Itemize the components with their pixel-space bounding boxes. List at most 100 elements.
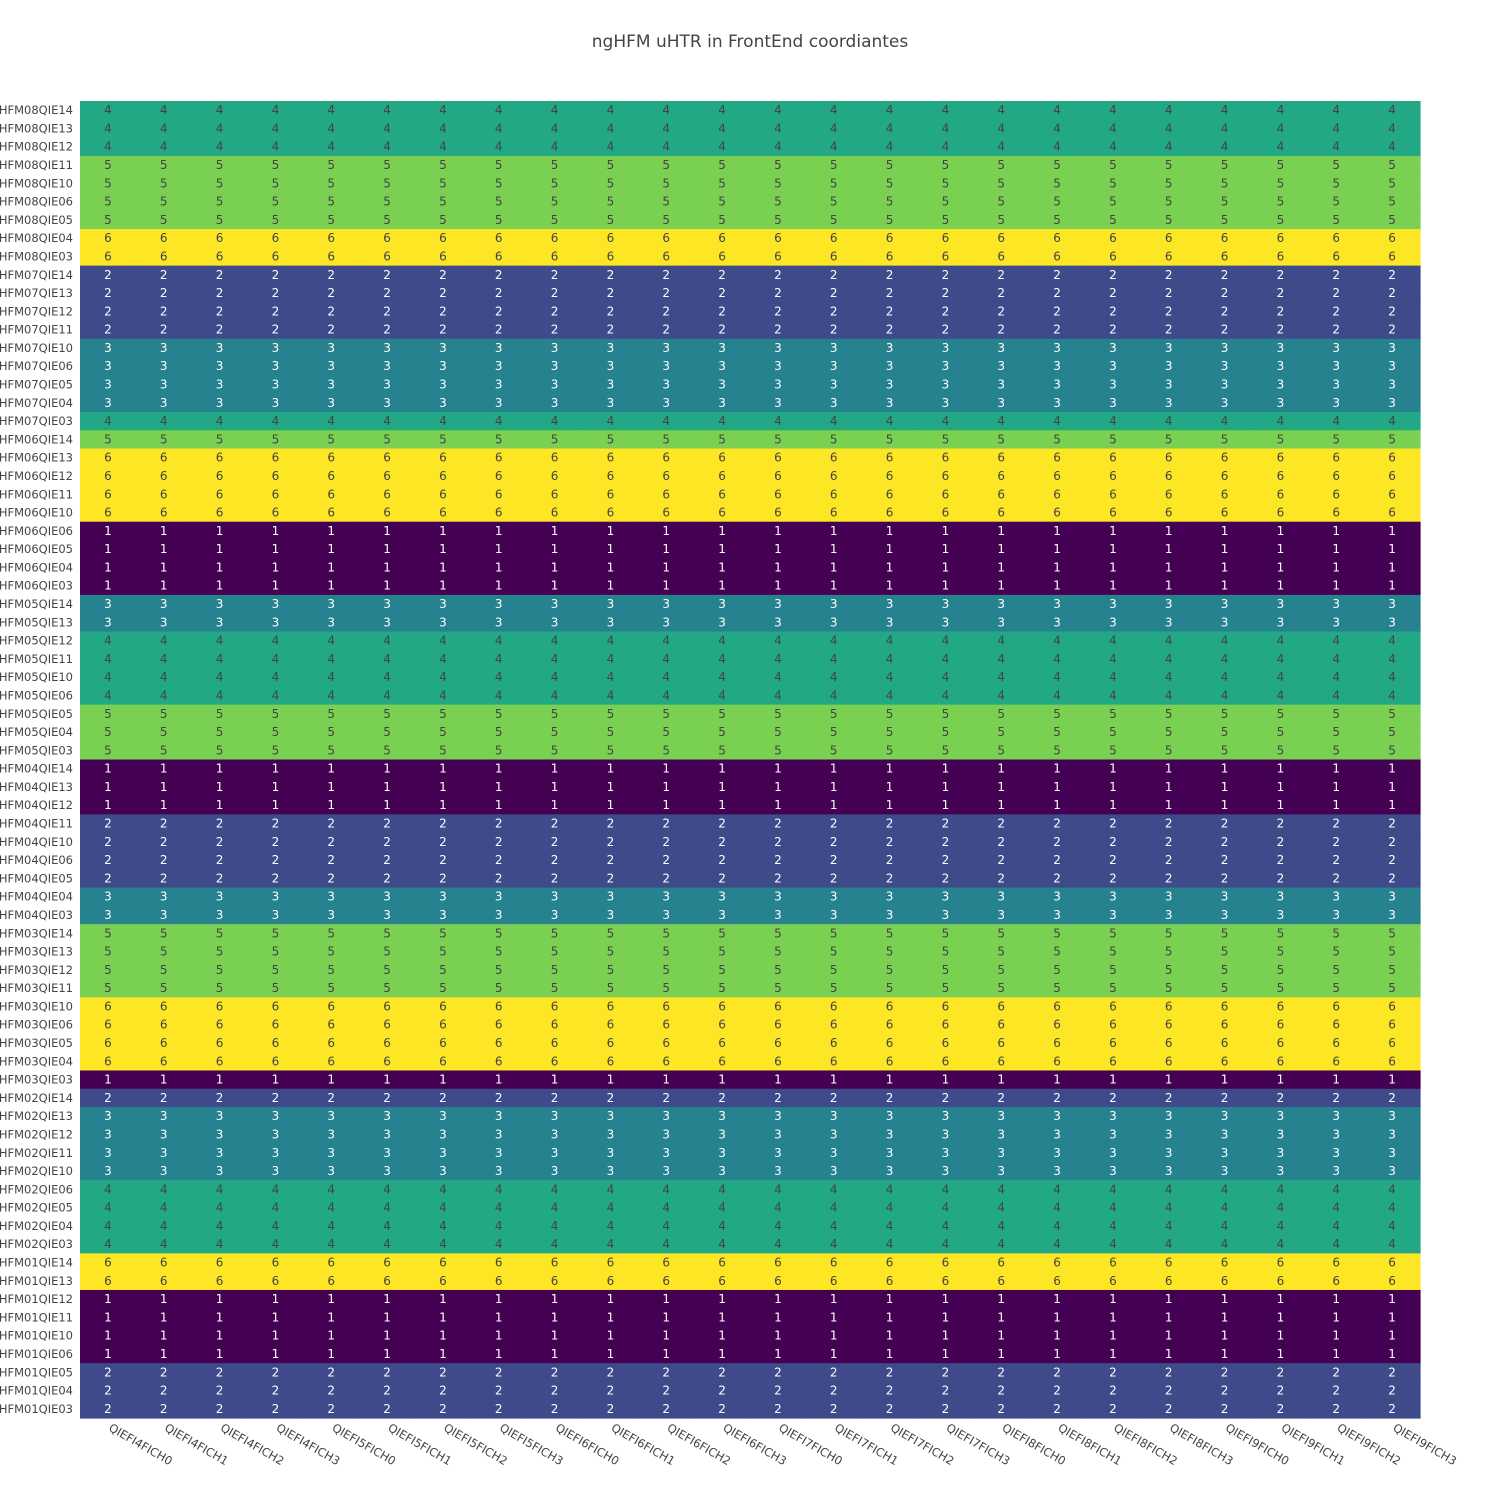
cell-value-label: 2: [1165, 268, 1173, 282]
heatmap-cell: [750, 1216, 807, 1236]
cell-value-label: 4: [662, 688, 670, 702]
cell-value-label: 1: [662, 1073, 670, 1087]
cell-value-label: 5: [1221, 707, 1229, 721]
heatmap-cell: [1085, 1289, 1142, 1309]
heatmap-cell: [1140, 521, 1198, 541]
cell-value-label: 5: [383, 945, 391, 959]
cell-value-label: 5: [830, 743, 838, 757]
cell-value-label: 2: [1053, 817, 1061, 831]
heatmap-cell: [582, 1033, 639, 1053]
heatmap-cell: [1308, 1271, 1365, 1291]
heatmap-cell: [247, 229, 304, 248]
heatmap-cell: [191, 741, 249, 761]
heatmap-cell: [805, 960, 863, 980]
cell-value-label: 5: [104, 195, 112, 209]
heatmap-cell: [694, 1198, 751, 1218]
heatmap-cell: [582, 247, 639, 267]
heatmap-cell: [582, 320, 639, 340]
cell-value-label: 3: [1109, 908, 1117, 922]
cell-value-label: 1: [1109, 524, 1117, 538]
heatmap-cell: [415, 320, 472, 340]
y-tick-label: HFM06QIE13: [0, 451, 73, 465]
cell-value-label: 4: [1221, 670, 1229, 684]
heatmap-cell: [303, 704, 360, 724]
cell-value-label: 2: [551, 323, 559, 337]
cell-value-label: 4: [830, 1237, 838, 1251]
heatmap-cell: [1029, 503, 1086, 523]
heatmap-cell: [1308, 1363, 1365, 1383]
cell-value-label: 3: [1053, 1109, 1061, 1123]
heatmap-cell: [359, 1381, 416, 1401]
cell-value-label: 5: [495, 195, 503, 209]
cell-value-label: 2: [1165, 1384, 1173, 1398]
cell-value-label: 6: [1053, 1256, 1061, 1270]
heatmap-cell: [1029, 320, 1086, 340]
heatmap-cell: [415, 686, 472, 706]
heatmap-cell: [861, 631, 919, 651]
cell-value-label: 6: [1165, 1274, 1173, 1288]
heatmap-cell: [1364, 796, 1421, 815]
heatmap-cell: [582, 101, 639, 120]
cell-value-label: 3: [1277, 615, 1285, 629]
cell-value-label: 1: [1109, 798, 1117, 812]
cell-value-label: 5: [774, 926, 782, 940]
cell-value-label: 5: [272, 743, 280, 757]
heatmap-cell: [1308, 137, 1365, 157]
heatmap-cell: [1252, 1271, 1309, 1291]
heatmap-cell: [638, 1198, 695, 1218]
heatmap-cell: [247, 1015, 304, 1035]
cell-value-label: 3: [607, 1127, 615, 1141]
cell-value-label: 6: [1221, 451, 1229, 465]
heatmap-cell: [805, 722, 863, 742]
heatmap-cell: [582, 1125, 639, 1145]
cell-value-label: 3: [830, 1164, 838, 1178]
heatmap-cell: [247, 649, 304, 669]
cell-value-label: 2: [1388, 1365, 1396, 1379]
heatmap-cell: [1196, 229, 1254, 248]
cell-value-label: 6: [886, 1036, 894, 1050]
cell-value-label: 2: [272, 1384, 280, 1398]
cell-value-label: 2: [607, 1402, 615, 1416]
cell-value-label: 6: [160, 469, 168, 483]
cell-value-label: 3: [1165, 890, 1173, 904]
cell-value-label: 1: [1388, 1329, 1396, 1343]
cell-value-label: 2: [886, 268, 894, 282]
heatmap-cell: [917, 521, 974, 541]
heatmap-cell: [247, 101, 304, 120]
cell-value-label: 6: [997, 506, 1005, 520]
cell-value-label: 2: [1053, 1365, 1061, 1379]
heatmap-cell: [1308, 905, 1365, 925]
cell-value-label: 6: [1221, 249, 1229, 263]
heatmap-cell: [526, 119, 584, 139]
heatmap-cell: [359, 1326, 416, 1346]
heatmap-cell: [415, 905, 472, 925]
cell-value-label: 1: [383, 579, 391, 593]
heatmap-cell: [303, 869, 360, 889]
cell-value-label: 6: [383, 1018, 391, 1032]
cell-value-label: 6: [1332, 1054, 1340, 1068]
heatmap-cell: [1252, 448, 1309, 468]
cell-value-label: 4: [886, 1219, 894, 1233]
cell-value-label: 3: [495, 378, 503, 392]
cell-value-label: 1: [830, 1329, 838, 1343]
cell-value-label: 1: [1388, 798, 1396, 812]
cell-value-label: 4: [718, 1201, 726, 1215]
heatmap-cell: [638, 759, 695, 779]
heatmap-cell: [582, 1015, 639, 1035]
y-tick-label: HFM04QIE11: [0, 817, 73, 831]
heatmap-cell: [638, 1052, 695, 1072]
cell-value-label: 3: [1165, 1127, 1173, 1141]
cell-value-label: 2: [1109, 853, 1117, 867]
cell-value-label: 5: [551, 176, 559, 190]
cell-value-label: 6: [327, 1256, 335, 1270]
heatmap-cell: [1308, 869, 1365, 889]
cell-value-label: 5: [607, 707, 615, 721]
heatmap-cell: [1140, 979, 1198, 998]
heatmap-cell: [917, 686, 974, 706]
heatmap-cell: [1364, 375, 1421, 395]
heatmap-cell: [303, 1399, 360, 1419]
cell-value-label: 3: [551, 359, 559, 373]
heatmap-cell: [80, 430, 137, 450]
cell-value-label: 1: [383, 1310, 391, 1324]
heatmap-cell: [135, 613, 193, 633]
